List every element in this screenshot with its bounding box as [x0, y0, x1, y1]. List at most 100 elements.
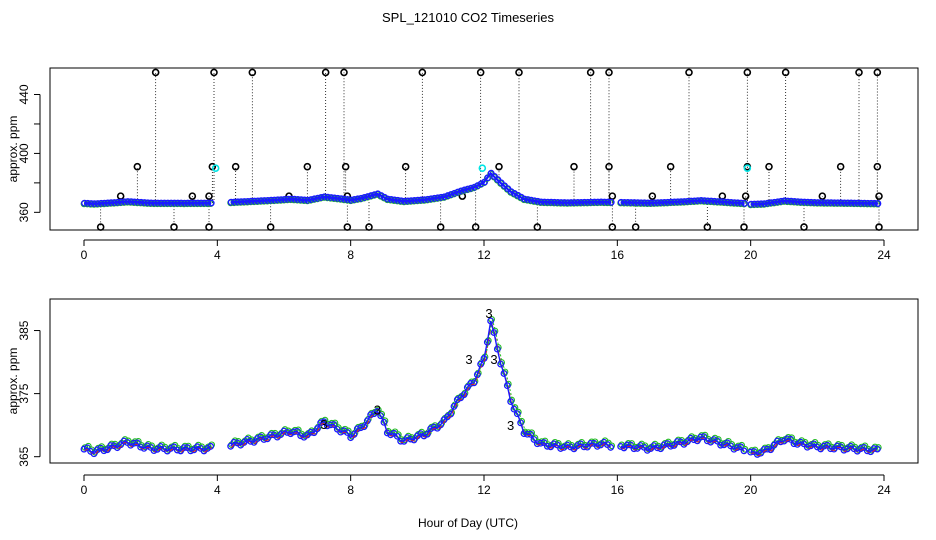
zoom-point-blue [380, 418, 388, 426]
panel1-frame [49, 67, 919, 231]
zoom-point-blue [797, 438, 805, 446]
x-axis-label: Hour of Day (UTC) [418, 516, 518, 530]
panel2-y-tick-label: 385 [17, 320, 31, 340]
panel2-y-axis: 365 375 385 [17, 320, 41, 467]
outlier-low-point [800, 223, 808, 231]
panel1-x-tick-label: 0 [81, 248, 88, 262]
outlier-high-point [321, 68, 330, 77]
outlier-high-point [743, 68, 752, 77]
zoom-point-blue [740, 447, 748, 455]
outlier-high-point [476, 68, 485, 77]
outlier-minor-point [205, 192, 213, 200]
zoom-point-blue [193, 443, 201, 451]
panel2-x-tick-label: 0 [81, 483, 88, 497]
outlier-high-point [340, 68, 348, 77]
panel2-frame [49, 298, 919, 464]
zoom-point-blue [437, 421, 445, 429]
outlier-low-point [533, 223, 542, 231]
outlier-high-point [248, 68, 257, 77]
zoom-point-label: 3 [465, 352, 472, 367]
outlier-minor-point [188, 192, 197, 200]
panel2-x-tick-label: 24 [877, 483, 891, 497]
outlier-mid-point [836, 162, 845, 171]
outlier-mid-point [873, 162, 882, 171]
zoom-point-blue [563, 441, 571, 449]
outlier-mid-point [133, 162, 142, 171]
panel1-x-tick-label: 24 [877, 248, 891, 262]
zoom-point-blue [513, 410, 521, 418]
zoom-point-blue [693, 437, 701, 445]
zoom-point-blue [350, 431, 358, 438]
outlier-low-point [631, 223, 640, 231]
panel1-x-tick-label: 4 [214, 248, 221, 262]
outlier-low-point [365, 223, 373, 231]
cyan-point [478, 164, 487, 172]
zoom-point-blue [643, 446, 651, 454]
zoom-point-blue [447, 410, 455, 418]
panel1-x-tick-label: 8 [347, 248, 354, 262]
outlier-high-point [605, 68, 613, 77]
panel2-marks: 3 3 3 3 3 3 [80, 306, 882, 458]
cyan-point [211, 164, 220, 172]
panel1-y-axis: 360 400 440 [17, 84, 41, 222]
zoom-line-blue [83, 320, 878, 456]
panel-full-range: 0 4 8 12 16 20 24 360 400 440 approx. ppm [6, 67, 919, 262]
outlier-mid-point [765, 162, 773, 171]
outlier-mid-point [495, 162, 503, 171]
outlier-high-point [685, 68, 693, 77]
zoom-point-blue [450, 402, 458, 410]
panel1-y-label: approx. ppm [6, 116, 20, 183]
zoom-point-label: 3 [485, 306, 492, 321]
outlier-low-point [343, 223, 352, 231]
zoom-point-label: 3 [507, 418, 514, 433]
zoom-point-blue [207, 442, 215, 450]
outlier-low-point [436, 223, 445, 231]
zoom-point-blue [227, 442, 235, 450]
outlier-mid-point [666, 162, 675, 171]
outlier-high-point [873, 68, 882, 77]
zoom-point-blue [460, 391, 468, 399]
outlier-mid-point [401, 162, 410, 171]
zoom-point-blue [103, 446, 111, 454]
panel2-x-tick-label: 12 [477, 483, 491, 497]
panel1-y-tick-label: 360 [17, 202, 31, 222]
zoom-line-red [84, 322, 879, 457]
outlier-high-point [781, 68, 790, 77]
outlier-low-point [471, 223, 480, 231]
panel2-x-tick-label: 4 [214, 483, 221, 497]
panel1-y-tick-label: 400 [17, 143, 31, 163]
outlier-minor-point [648, 192, 657, 200]
outlier-low-point [703, 223, 712, 231]
outlier-low-point [170, 223, 178, 231]
panel2-x-tick-label: 16 [611, 483, 625, 497]
panel2-y-tick-label: 375 [17, 383, 31, 403]
outlier-mid-point [231, 162, 240, 171]
outlier-low-point [608, 223, 617, 231]
panel2-x-tick-label: 20 [744, 483, 758, 497]
zoom-point-blue [340, 427, 348, 435]
outlier-low-point [266, 223, 275, 231]
panel1-x-tick-label: 12 [477, 248, 491, 262]
series-line-blue [83, 171, 878, 206]
outlier-minor-point [875, 192, 883, 200]
outlier-low-point [96, 223, 105, 231]
chart-title: SPL_121010 CO2 Timeseries [382, 10, 554, 25]
outlier-high-point [210, 68, 218, 77]
zoom-point-blue [500, 370, 508, 377]
zoom-point-blue [410, 436, 418, 444]
panel2-y-tick-label: 365 [17, 446, 31, 466]
outlier-low-point [875, 223, 883, 231]
zoom-point-blue [770, 441, 778, 449]
zoom-point-label: 3 [374, 402, 381, 417]
panel1-x-tick-label: 16 [611, 248, 625, 262]
zoom-point-blue [313, 425, 321, 433]
outlier-high-point [515, 68, 523, 77]
cyan-point [743, 164, 752, 172]
zoom-point-blue [377, 412, 385, 420]
zoom-line-green [85, 319, 879, 454]
panel2-x-axis: 0 4 8 12 16 20 24 [81, 474, 891, 497]
panel-zoom: 0 4 8 12 16 20 24 365 375 385 approx. ppm 3 3 3 3 3 3 [6, 298, 919, 497]
panel1-marks [80, 68, 883, 231]
outlier-mid-point [605, 162, 613, 171]
